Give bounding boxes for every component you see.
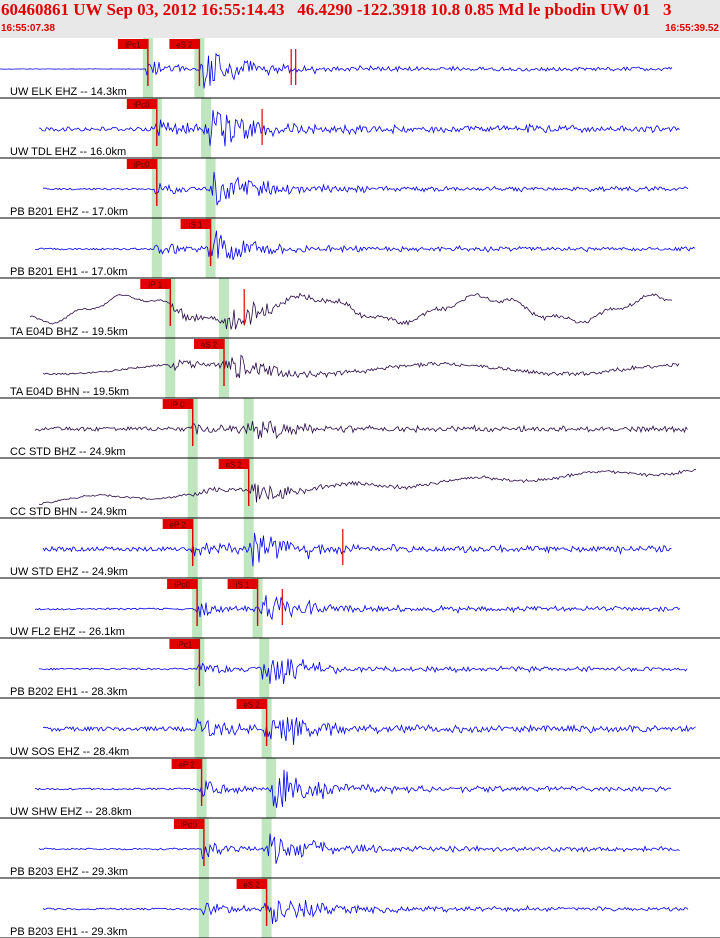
s-pick-label-14: eS 2	[243, 881, 260, 890]
waveform-9	[34, 595, 681, 621]
p-pick-box-2	[126, 159, 157, 169]
p-pick-label-6: iP 0	[171, 401, 185, 410]
s-window-4	[219, 278, 229, 338]
picks-group: iPc1 eS 2 iPc0 iPc0 iS 1 iP 1 eS 2 iP 0 eS 2 eP 2…	[117, 39, 344, 926]
s-pick-box-14	[236, 879, 267, 889]
waveform-4	[29, 292, 673, 330]
waveform-6	[34, 420, 688, 440]
p-pick-label-4: iP 1	[148, 281, 162, 290]
waveform-2	[43, 171, 689, 206]
waveform-11	[42, 717, 696, 745]
station-label-0: UW ELK EHZ -- 14.3km	[10, 86, 127, 98]
waveform-8	[42, 532, 672, 567]
p-pick-box-8	[162, 519, 193, 529]
station-label-10: PB B202 EH1 -- 28.3km	[10, 686, 127, 698]
p-pick-box-9	[167, 579, 198, 589]
event-title: 60460861 UW Sep 03, 2012 16:55:14.43 46.…	[1, 0, 672, 19]
station-label-3: PB B201 EH1 -- 17.0km	[10, 266, 127, 278]
p-pick-box-0	[117, 39, 148, 49]
station-label-2: PB B201 EHZ -- 17.0km	[10, 206, 128, 218]
station-label-4: TA E04D BHZ -- 19.5km	[10, 326, 128, 338]
waveform-3	[34, 230, 696, 261]
s-window-10	[259, 638, 270, 698]
row-separators	[0, 97, 720, 938]
waveform-13	[38, 833, 680, 864]
p-pick-label-0: iPc1	[125, 41, 141, 50]
station-label-12: UW SHW EHZ -- 28.8km	[10, 806, 132, 818]
s-pick-box-3	[180, 219, 211, 229]
station-label-6: CC STD BHZ -- 24.9km	[10, 446, 126, 458]
s-pick-label-9: iS 1	[236, 581, 250, 590]
station-label-9: UW FL2 EHZ -- 26.1km	[10, 626, 125, 638]
s-pick-label-0: eS 2	[176, 41, 193, 50]
station-label-1: UW TDL EHZ -- 16.0km	[10, 146, 126, 158]
header-bar: 60460861 UW Sep 03, 2012 16:55:14.43 46.…	[0, 0, 720, 38]
station-label-8: UW STD EHZ -- 24.9km	[10, 566, 128, 578]
s-pick-label-3: iS 1	[189, 221, 203, 230]
waveform-5	[42, 354, 680, 379]
p-pick-box-1	[126, 99, 157, 109]
waveform-12	[34, 769, 672, 808]
s-pick-box-11	[236, 699, 267, 709]
labels-group: UW ELK EHZ -- 14.3km UW TDL EHZ -- 16.0km…	[10, 86, 132, 938]
station-label-5: TA E04D BHN -- 19.5km	[10, 386, 129, 398]
p-window-7	[187, 458, 198, 518]
s-pick-label-5: eS 2	[201, 341, 218, 350]
p-window-11	[194, 698, 205, 758]
start-time-label: 16:55:07.38	[1, 23, 55, 34]
station-label-11: UW SOS EHZ -- 28.4km	[10, 746, 129, 758]
station-label-7: CC STD BHN -- 24.9km	[10, 506, 127, 518]
p-pick-box-6	[162, 399, 193, 409]
p-window-3	[151, 218, 162, 278]
waveform-10	[38, 658, 688, 684]
s-pick-label-11: eS 2	[243, 701, 260, 710]
p-pick-box-13	[173, 819, 204, 829]
seismogram-plot: iPc1 eS 2 iPc0 iPc0 iS 1 iP 1 eS 2 iP 0 eS 2 eP 2…	[0, 38, 720, 938]
s-pick-box-9	[227, 579, 258, 589]
p-pick-box-12	[171, 759, 202, 769]
p-pick-label-1: iPc0	[134, 101, 150, 110]
waveform-1	[39, 109, 680, 147]
end-time-label: 16:55:39.52	[665, 23, 719, 34]
station-label-13: PB B203 EHZ -- 29.3km	[10, 866, 128, 878]
waveform-7	[38, 468, 697, 506]
s-pick-label-7: eS 2	[225, 461, 242, 470]
p-pick-box-4	[140, 279, 171, 289]
p-pick-label-8: eP 2	[170, 521, 187, 530]
p-pick-label-2: iPc0	[134, 161, 150, 170]
traces-group	[0, 52, 697, 924]
s-pick-box-7	[218, 459, 249, 469]
p-window-14	[198, 878, 209, 938]
s-window-6	[243, 398, 254, 458]
s-pick-box-0	[169, 39, 200, 49]
p-pick-label-10: iPc1	[177, 641, 193, 650]
s-pick-box-5	[194, 339, 224, 349]
p-pick-label-13: iPd0	[181, 821, 198, 830]
waveform-14	[42, 899, 689, 924]
station-label-14: PB B203 EH1 -- 29.3km	[10, 926, 127, 938]
p-pick-label-12: eP 2	[178, 761, 195, 770]
waveform-0	[0, 52, 673, 89]
p-pick-box-10	[169, 639, 200, 649]
p-pick-label-9: iPc0	[174, 581, 190, 590]
s-window-13	[261, 818, 272, 878]
